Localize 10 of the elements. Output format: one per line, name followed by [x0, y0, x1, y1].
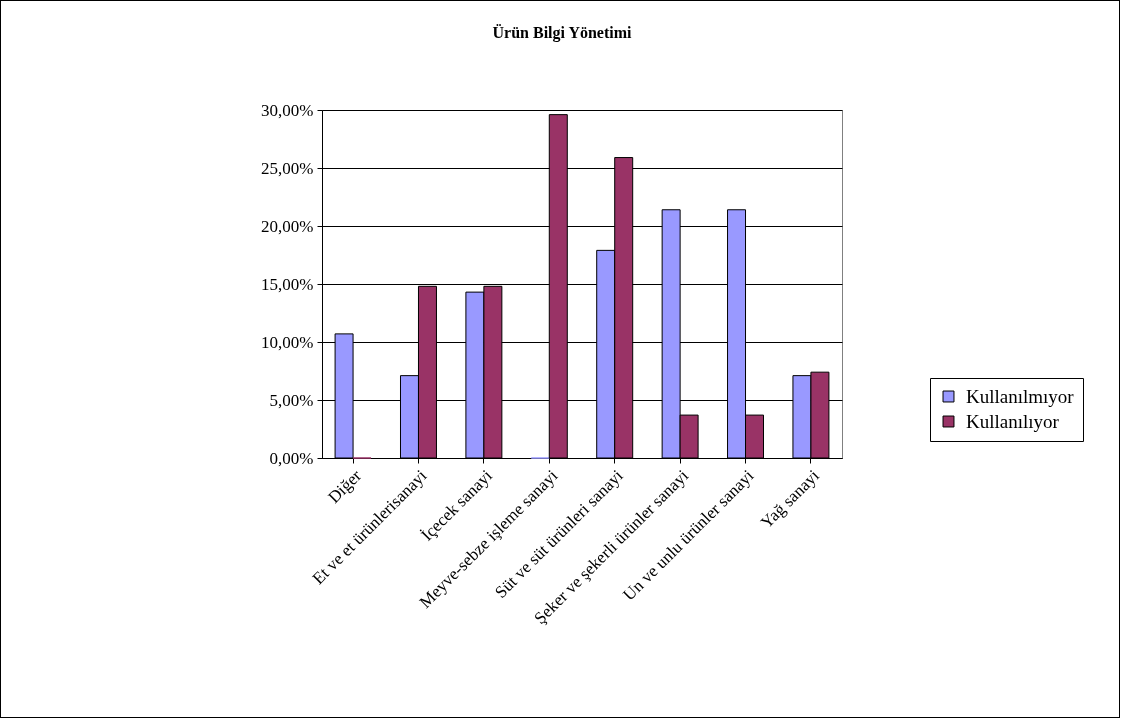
y-tick-label: 30,00%	[261, 100, 314, 120]
y-tick-label: 5,00%	[269, 390, 314, 410]
y-tick-label: 25,00%	[261, 158, 314, 178]
y-tick-label: 20,00%	[261, 216, 314, 236]
y-tick-label: 15,00%	[261, 274, 314, 294]
legend-label: Kullanılıyor	[966, 410, 1060, 432]
chart-title: Ürün Bilgi Yönetimi	[492, 24, 633, 42]
y-tick-label: 10,00%	[261, 332, 314, 352]
legend-label: Kullanılmıyor	[966, 385, 1075, 407]
y-tick-label: 0,00%	[269, 448, 314, 468]
